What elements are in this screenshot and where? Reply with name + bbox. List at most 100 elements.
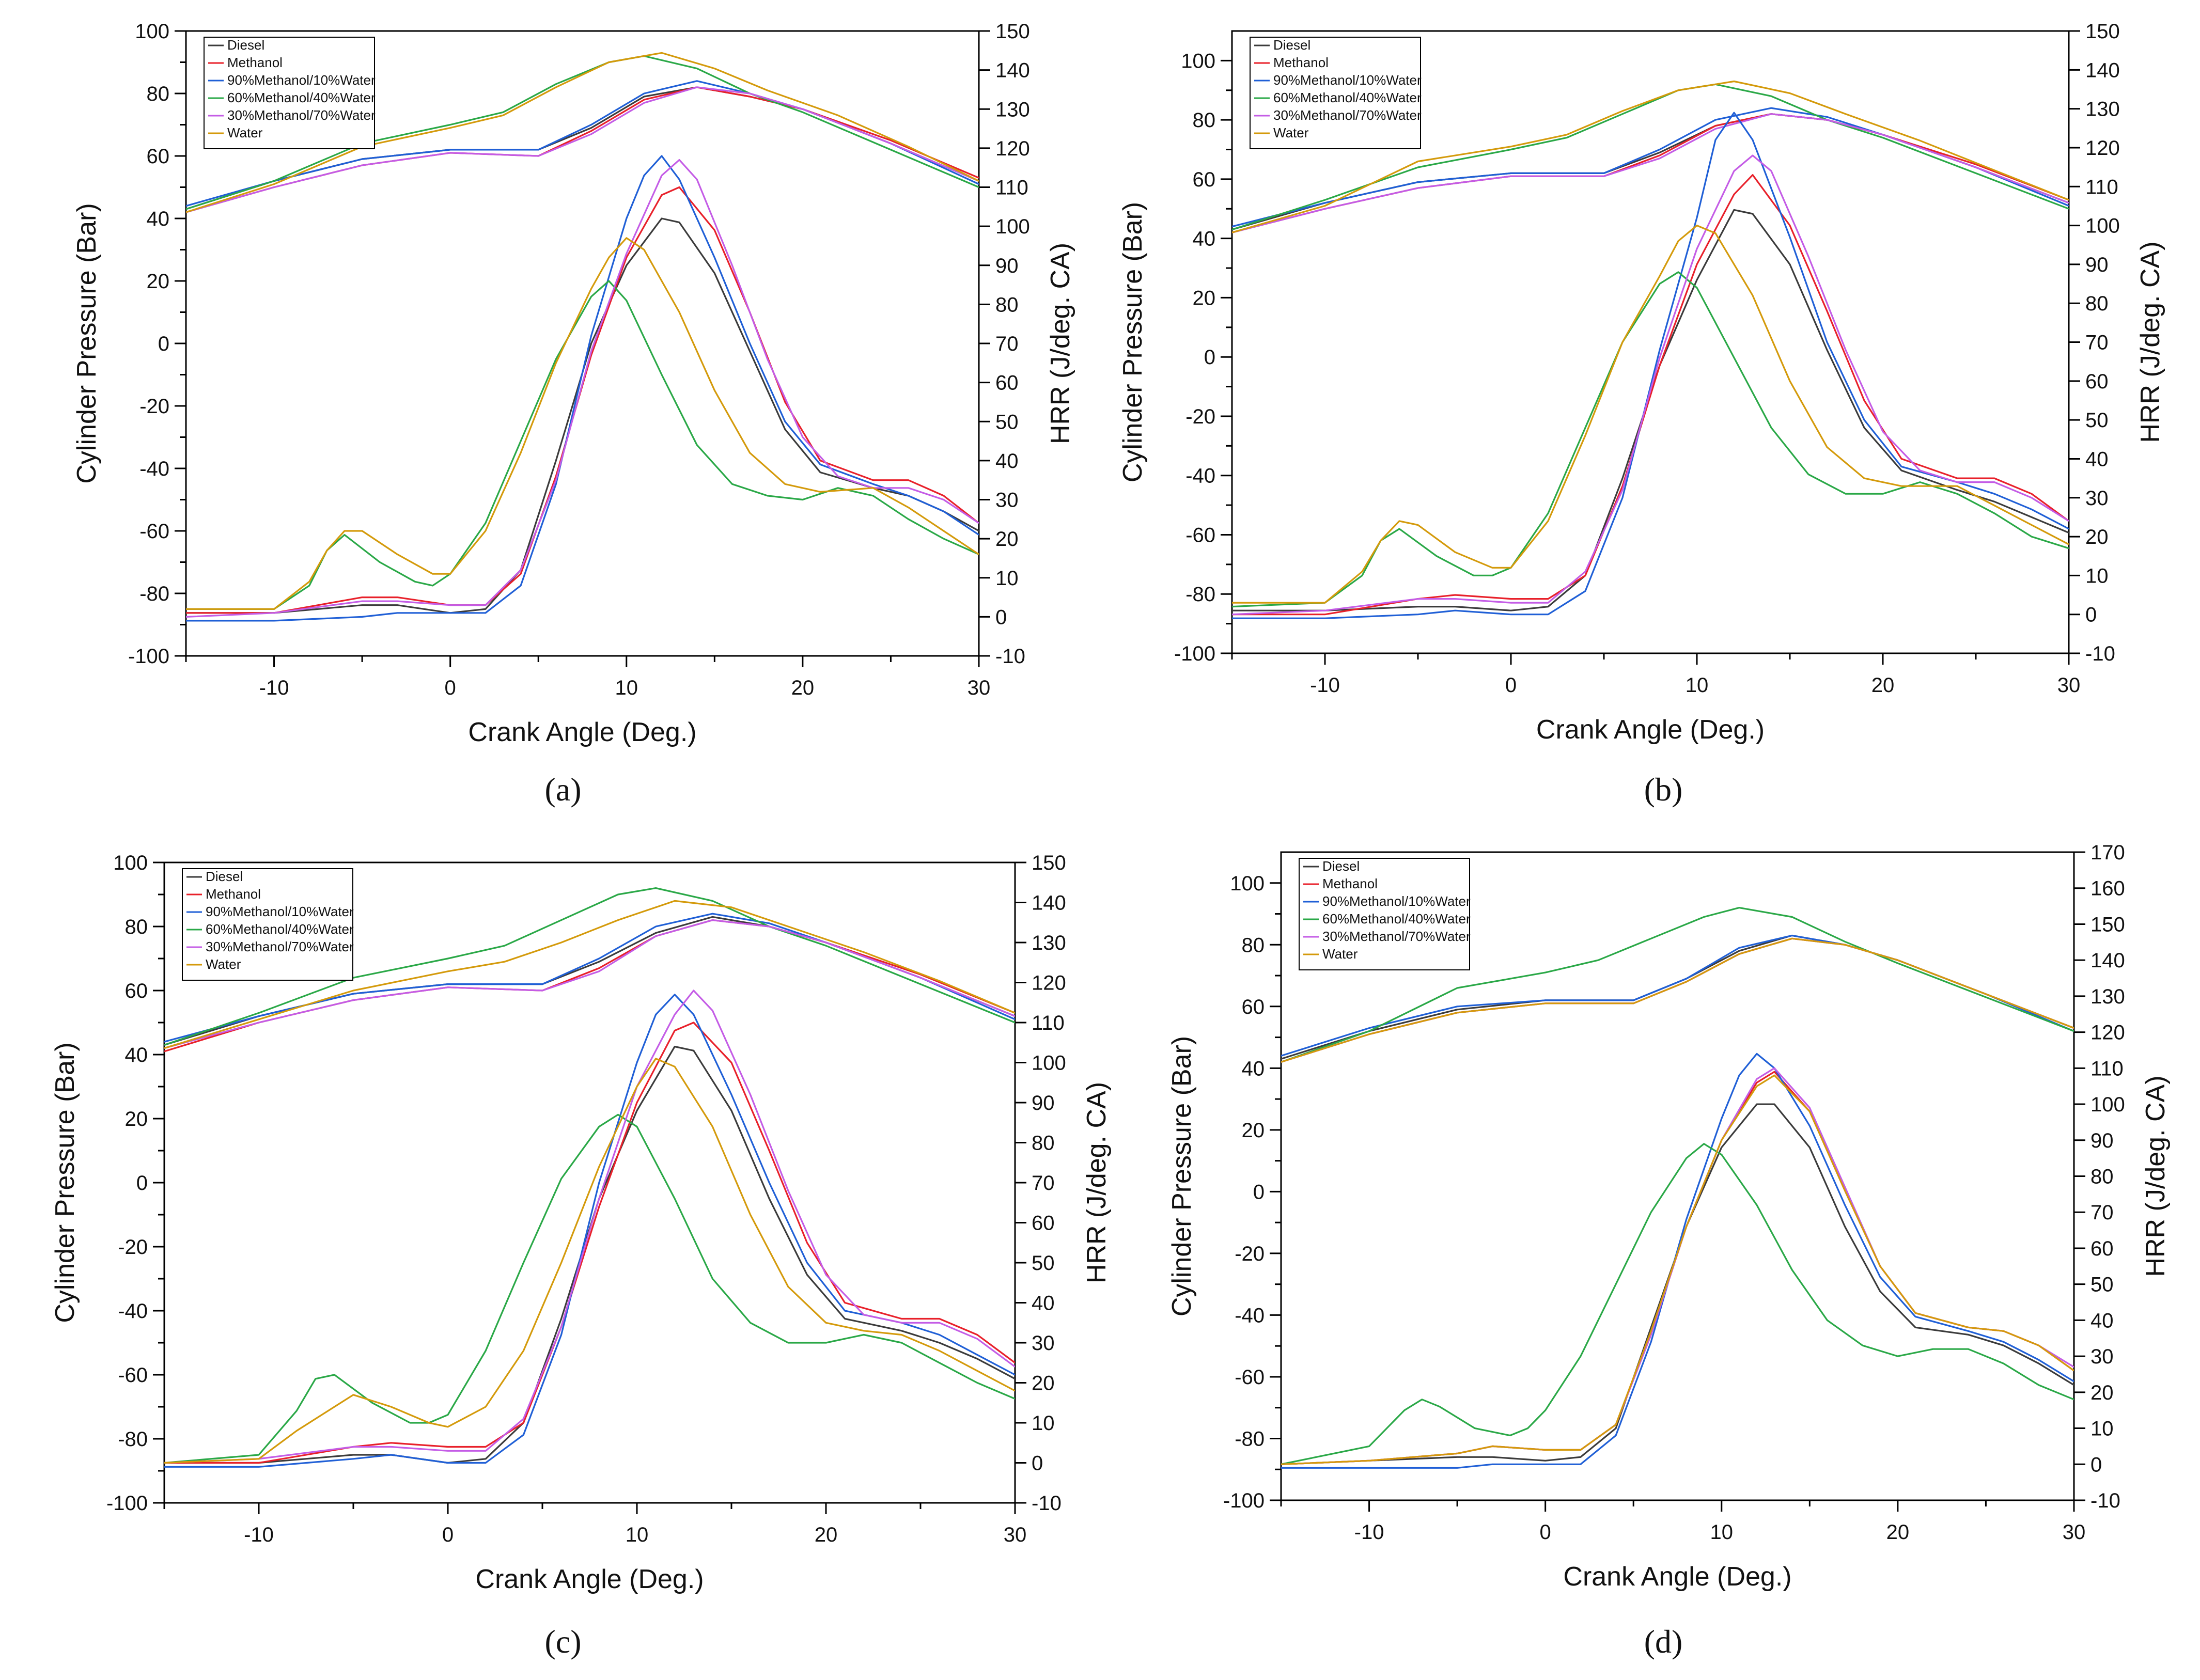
y2-tick-label: -10 bbox=[2085, 642, 2115, 665]
y2-tick-label: 80 bbox=[995, 293, 1019, 316]
y2-tick-label: 20 bbox=[2090, 1381, 2114, 1404]
series-lines bbox=[164, 887, 1015, 1468]
x-tick-label: 10 bbox=[626, 1524, 649, 1546]
x-tick-label: -10 bbox=[1310, 674, 1340, 697]
legend-box bbox=[204, 37, 375, 149]
y2-tick-label: 90 bbox=[995, 255, 1019, 277]
y-tick-label: 80 bbox=[125, 916, 148, 938]
y-tick-label: -60 bbox=[1235, 1366, 1265, 1389]
y-tick-label: -20 bbox=[118, 1236, 148, 1259]
legend-entry: 60%Methanol/40%Water bbox=[206, 921, 354, 937]
hrr-line-methanol bbox=[1232, 174, 2069, 616]
y-tick-label: 80 bbox=[1193, 109, 1216, 132]
hrr-line-methanol bbox=[186, 186, 979, 614]
y-axis-title: Cylinder Pressure (Bar) bbox=[50, 1042, 80, 1323]
hrr-line-diesel bbox=[1281, 1103, 2074, 1465]
x-tick-label: -10 bbox=[1354, 1521, 1384, 1544]
hrr-line-30-methanol-70-water bbox=[186, 159, 979, 618]
y2-tick-label: 130 bbox=[995, 98, 1030, 121]
y2-tick-label: 40 bbox=[995, 450, 1019, 473]
y2-tick-label: 100 bbox=[1032, 1052, 1066, 1075]
y2-tick-label: 100 bbox=[995, 215, 1030, 238]
y-tick-label: 40 bbox=[147, 208, 170, 230]
legend-entry: 60%Methanol/40%Water bbox=[227, 90, 376, 105]
y-tick-label: 100 bbox=[135, 20, 169, 43]
y2-tick-label: 0 bbox=[1032, 1452, 1043, 1475]
y2-tick-label: 70 bbox=[995, 333, 1019, 355]
y2-tick-label: 50 bbox=[995, 411, 1019, 433]
hrr-line-60-methanol-40-water bbox=[1232, 271, 2069, 608]
y2-tick-label: 40 bbox=[1032, 1292, 1055, 1315]
y2-axis-title: HRR (J/deg. CA) bbox=[1082, 1082, 1112, 1283]
y-tick-label: 80 bbox=[147, 83, 170, 105]
x-tick-label: 30 bbox=[1004, 1524, 1027, 1546]
pressure-line-60-methanol-40-water bbox=[1281, 907, 2074, 1063]
x-tick-label: -10 bbox=[259, 677, 289, 699]
y2-tick-label: 150 bbox=[995, 20, 1030, 43]
hrr-line-60-methanol-40-water bbox=[186, 280, 979, 610]
legend-box bbox=[1299, 858, 1470, 970]
hrr-line-60-methanol-40-water bbox=[1281, 1143, 2074, 1465]
y-tick-label: -20 bbox=[1235, 1243, 1265, 1265]
legend-entry: 60%Methanol/40%Water bbox=[1322, 911, 1471, 927]
y-tick-label: 40 bbox=[1193, 228, 1216, 250]
y2-tick-label: 130 bbox=[2085, 98, 2120, 121]
y2-tick-label: 0 bbox=[2085, 604, 2097, 626]
y2-tick-label: 90 bbox=[2090, 1129, 2114, 1152]
chart-panel-d: -10 0 10 20 30-100-80-60-40-20020406080100-1… bbox=[1167, 841, 2171, 1660]
legend-entry: 60%Methanol/40%Water bbox=[1273, 90, 1422, 105]
y2-tick-label: 20 bbox=[2085, 526, 2109, 548]
legend-entry: 90%Methanol/10%Water bbox=[227, 72, 376, 88]
y2-tick-label: -10 bbox=[2090, 1489, 2120, 1512]
x-tick-label: 30 bbox=[2063, 1521, 2086, 1544]
legend-entry: Methanol bbox=[206, 886, 261, 902]
y-axis-title: Cylinder Pressure (Bar) bbox=[72, 203, 102, 483]
y-tick-label: -100 bbox=[1223, 1489, 1265, 1512]
y2-axis-title: HRR (J/deg. CA) bbox=[2135, 241, 2165, 443]
legend-entry: Water bbox=[1322, 946, 1358, 962]
legend-entry: 30%Methanol/70%Water bbox=[206, 939, 354, 954]
y-axis-title: Cylinder Pressure (Bar) bbox=[1167, 1036, 1197, 1316]
y2-tick-label: 150 bbox=[1032, 852, 1066, 874]
y-tick-label: 40 bbox=[125, 1044, 148, 1066]
x-tick-label: 30 bbox=[968, 677, 991, 699]
y2-tick-label: 140 bbox=[2090, 949, 2125, 972]
legend-entry: 30%Methanol/70%Water bbox=[227, 107, 376, 123]
y-tick-label: 60 bbox=[125, 980, 148, 1002]
y2-tick-label: 0 bbox=[2090, 1453, 2102, 1476]
legend-entry: Diesel bbox=[227, 37, 264, 53]
y-tick-label: 0 bbox=[158, 333, 169, 355]
legend-entry: 90%Methanol/10%Water bbox=[1322, 893, 1471, 909]
hrr-line-diesel bbox=[186, 217, 979, 614]
hrr-line-90-methanol-10-water bbox=[1281, 1053, 2074, 1469]
y-tick-label: -60 bbox=[118, 1364, 148, 1387]
y2-tick-label: 60 bbox=[995, 372, 1019, 395]
y2-tick-label: 120 bbox=[1032, 972, 1066, 995]
legend-entry: Methanol bbox=[1273, 55, 1329, 70]
y2-tick-label: 130 bbox=[1032, 932, 1066, 954]
y2-tick-label: 140 bbox=[2085, 59, 2120, 82]
x-tick-label: 20 bbox=[1886, 1521, 1910, 1544]
x-tick-label: 0 bbox=[445, 677, 456, 699]
y-tick-label: -40 bbox=[139, 458, 169, 480]
hrr-line-30-methanol-70-water bbox=[164, 990, 1015, 1464]
y2-tick-label: 30 bbox=[1032, 1332, 1055, 1355]
pressure-line-water bbox=[164, 900, 1015, 1049]
y2-tick-label: 10 bbox=[1032, 1412, 1055, 1435]
x-tick-label: 20 bbox=[791, 677, 815, 699]
hrr-line-water bbox=[1281, 1074, 2074, 1465]
y-tick-label: -100 bbox=[1174, 642, 1215, 665]
x-axis-title: Crank Angle (Deg.) bbox=[1563, 1562, 1791, 1592]
y2-tick-label: 30 bbox=[2085, 487, 2109, 510]
y2-axis-title: HRR (J/deg. CA) bbox=[1046, 243, 1075, 444]
y-tick-label: 20 bbox=[1242, 1119, 1265, 1142]
x-tick-label: 10 bbox=[1686, 674, 1709, 697]
chart-panel-b: -10 0 10 20 30-100-80-60-40-20020406080100-1… bbox=[1118, 20, 2165, 808]
y2-axis-title: HRR (J/deg. CA) bbox=[2141, 1075, 2171, 1277]
y2-tick-label: 40 bbox=[2085, 448, 2109, 470]
legend-entry: Water bbox=[227, 125, 263, 140]
x-tick-label: -10 bbox=[244, 1524, 274, 1546]
y2-tick-label: 10 bbox=[995, 567, 1019, 590]
y-tick-label: -100 bbox=[106, 1492, 148, 1515]
